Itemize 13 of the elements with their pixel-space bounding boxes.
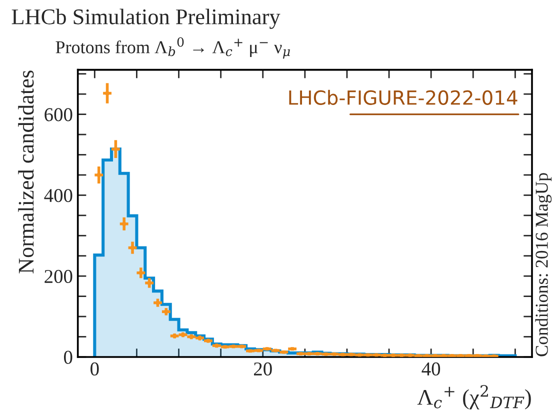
x-tick-label: 0 xyxy=(90,362,99,376)
text: Protons from Λ$_{b}$$^{0}$ → Λ$_{c}$$^{+}$ μ$^{−}$ ν$_{μ}$ xyxy=(56,37,290,59)
y-axis-title: Normalized candidates xyxy=(18,70,34,274)
y-tick-label: 400 xyxy=(44,189,72,202)
y-tick-label: 0 xyxy=(64,350,72,364)
x-tick-label: 40 xyxy=(422,362,440,376)
y-tick-label: 200 xyxy=(44,270,72,284)
x-axis-title: Λ$_{c}$$^{+}$ (χ$^{2}$$_{DTF}$) xyxy=(417,385,531,410)
y-tick-label: 600 xyxy=(44,108,72,122)
annotation: LHCb-FIGURE-2022-014 xyxy=(289,90,518,105)
text: Conditions: 2016 MagUp xyxy=(535,173,552,356)
chart-title: LHCb Simulation Preliminary xyxy=(12,8,280,29)
x-tick-label: 20 xyxy=(254,362,272,376)
